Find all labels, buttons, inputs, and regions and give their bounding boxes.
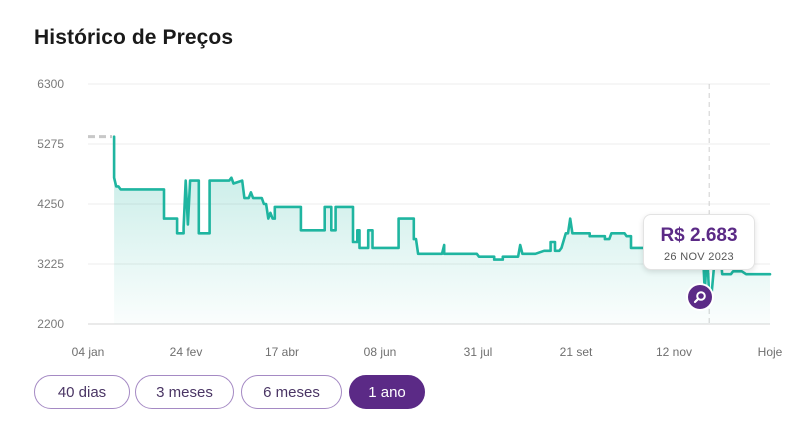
range-button-3[interactable]: 1 ano — [349, 375, 425, 409]
x-tick-label: 24 fev — [170, 345, 203, 359]
magnifier-icon — [693, 291, 706, 304]
range-button-0[interactable]: 40 dias — [34, 375, 130, 409]
y-tick-label: 2200 — [37, 317, 64, 331]
chart-title: Histórico de Preços — [34, 26, 234, 49]
y-tick-label: 5275 — [37, 137, 64, 151]
x-tick-label: 31 jul — [464, 345, 493, 359]
x-tick-label: 08 jun — [364, 345, 397, 359]
magnifier-marker[interactable] — [688, 285, 712, 309]
x-tick-label: 04 jan — [72, 345, 105, 359]
price-area — [114, 136, 771, 324]
x-tick-label: 17 abr — [265, 345, 299, 359]
x-tick-label: Hoje — [758, 345, 783, 359]
tooltip-date: 26 NOV 2023 — [664, 251, 734, 263]
x-tick-label: 21 set — [560, 345, 593, 359]
y-tick-label: 3225 — [37, 257, 64, 271]
y-tick-label: 6300 — [37, 77, 64, 91]
x-tick-label: 12 nov — [656, 345, 692, 359]
range-button-2[interactable]: 6 meses — [241, 375, 342, 409]
range-button-1[interactable]: 3 meses — [135, 375, 234, 409]
price-line — [112, 135, 772, 297]
price-tooltip: R$ 2.683 26 NOV 2023 — [643, 214, 755, 270]
y-tick-label: 4250 — [37, 197, 64, 211]
tooltip-price: R$ 2.683 — [660, 225, 738, 246]
